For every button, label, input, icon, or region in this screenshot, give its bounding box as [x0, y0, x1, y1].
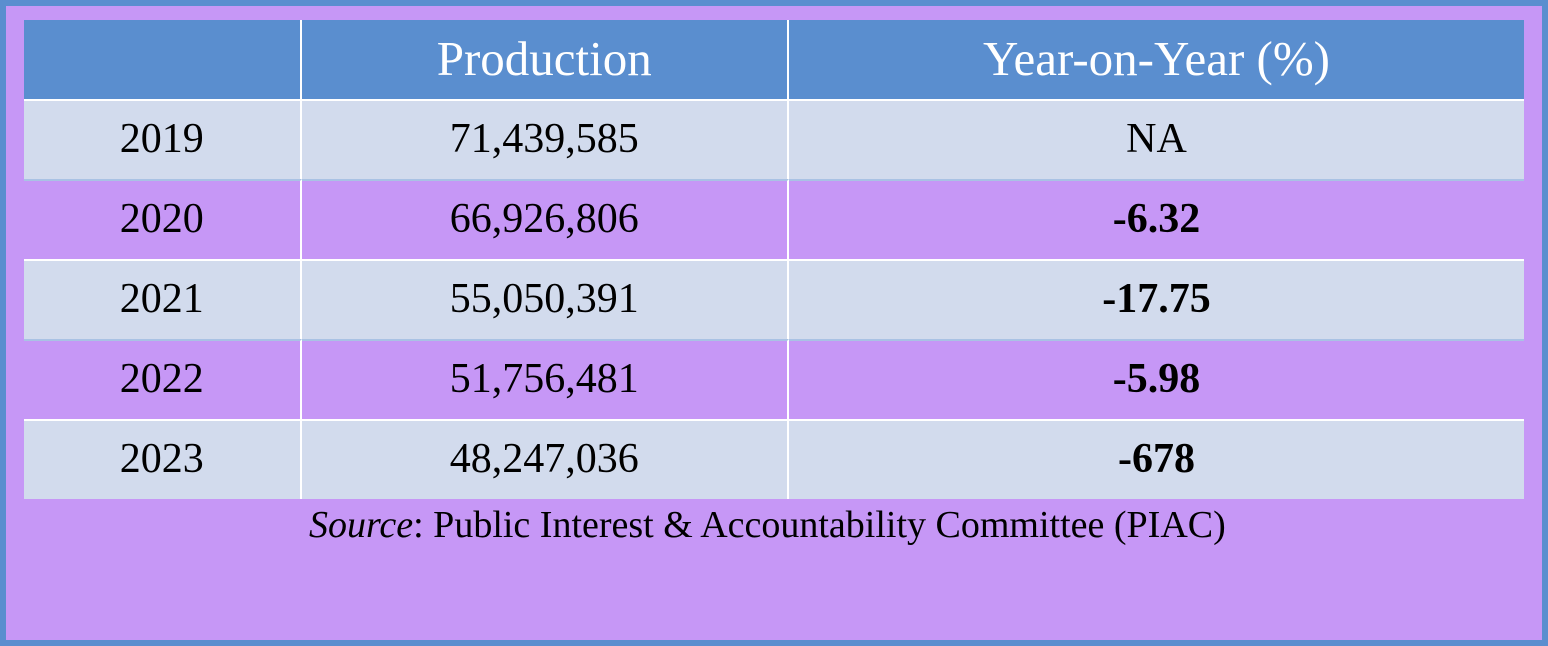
- inner-frame: Production Year-on-Year (%) 2019 71,439,…: [6, 6, 1542, 640]
- cell-yoy: -17.75: [789, 259, 1524, 339]
- cell-year: 2019: [24, 99, 302, 179]
- cell-yoy: -678: [789, 419, 1524, 499]
- source-text: : Public Interest & Accountability Commi…: [413, 504, 1226, 546]
- col-header-yoy: Year-on-Year (%): [789, 20, 1524, 99]
- outer-frame: Production Year-on-Year (%) 2019 71,439,…: [0, 0, 1548, 646]
- cell-production: 71,439,585: [302, 99, 790, 179]
- cell-production: 48,247,036: [302, 419, 790, 499]
- source-label: Source: [309, 504, 413, 546]
- cell-production: 55,050,391: [302, 259, 790, 339]
- cell-year: 2022: [24, 339, 302, 419]
- cell-yoy: NA: [789, 99, 1524, 179]
- cell-year: 2021: [24, 259, 302, 339]
- cell-production: 51,756,481: [302, 339, 790, 419]
- production-table: Production Year-on-Year (%) 2019 71,439,…: [24, 20, 1524, 499]
- table-row: 2022 51,756,481 -5.98: [24, 339, 1524, 419]
- table-row: 2019 71,439,585 NA: [24, 99, 1524, 179]
- cell-year: 2023: [24, 419, 302, 499]
- col-header-year: [24, 20, 302, 99]
- cell-production: 66,926,806: [302, 179, 790, 259]
- source-line: Source: Public Interest & Accountability…: [24, 503, 1524, 547]
- table-row: 2023 48,247,036 -678: [24, 419, 1524, 499]
- table-header-row: Production Year-on-Year (%): [24, 20, 1524, 99]
- table-row: 2020 66,926,806 -6.32: [24, 179, 1524, 259]
- cell-year: 2020: [24, 179, 302, 259]
- table-row: 2021 55,050,391 -17.75: [24, 259, 1524, 339]
- cell-yoy: -5.98: [789, 339, 1524, 419]
- cell-yoy: -6.32: [789, 179, 1524, 259]
- col-header-production: Production: [302, 20, 790, 99]
